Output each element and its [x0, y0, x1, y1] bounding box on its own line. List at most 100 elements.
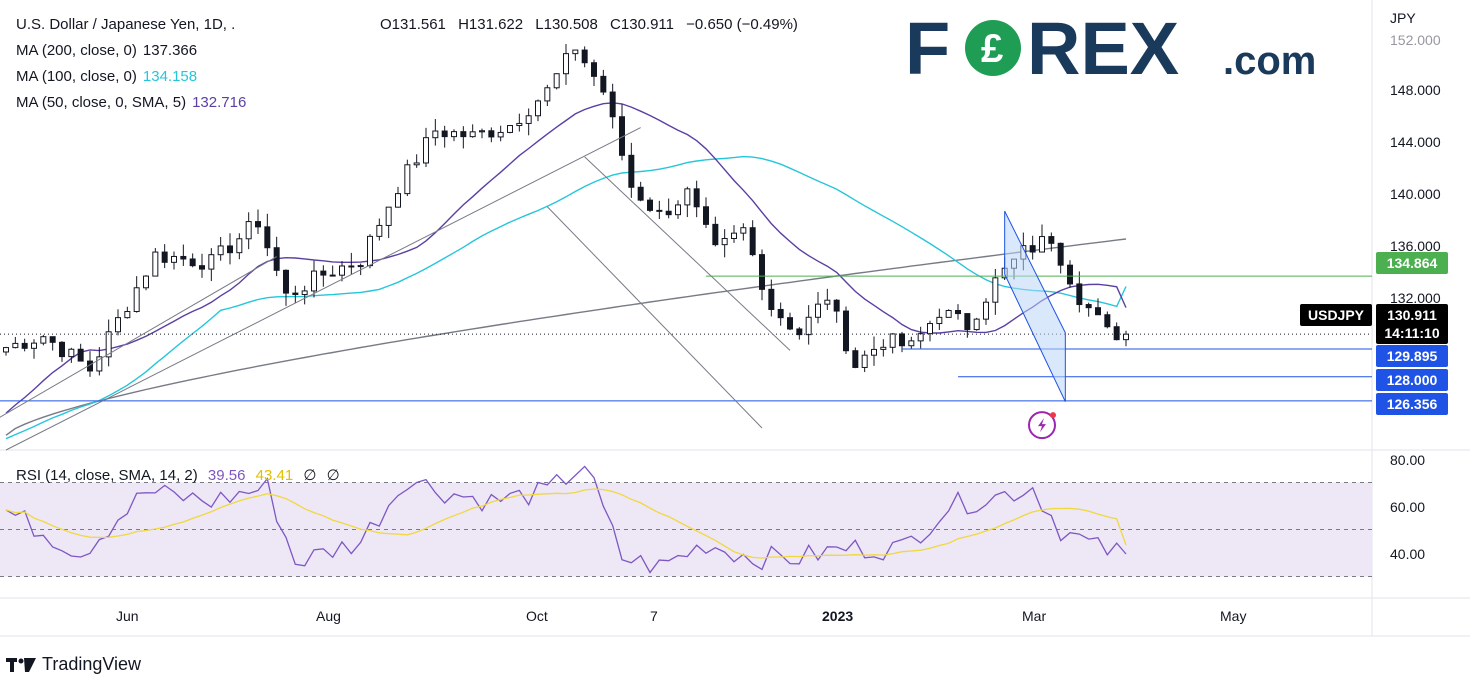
candle-body — [413, 162, 420, 166]
candle-body — [927, 323, 933, 335]
ohlc-close: C130.911 — [610, 16, 674, 33]
rsi-tick-80: 80.00 — [1390, 452, 1426, 468]
ma200-line — [5, 238, 1127, 436]
price-tick-152: 152.000 — [1390, 32, 1441, 48]
ohlc-open: O131.561 — [380, 16, 446, 33]
candle-body — [824, 299, 831, 305]
candle-body — [833, 299, 840, 312]
candle-body — [936, 316, 943, 325]
candle-body — [320, 270, 327, 276]
candle-body — [656, 209, 663, 212]
candle-body — [843, 310, 849, 352]
time-label-aug: Aug — [316, 608, 341, 624]
candle-body — [553, 73, 560, 89]
news-flash-dot — [1050, 412, 1056, 419]
ma100-legend[interactable]: MA (100, close, 0) 134.158 — [16, 68, 197, 85]
candle-body — [731, 232, 737, 239]
ma100-label: MA (100, close, 0) — [16, 68, 137, 85]
candle-body — [787, 317, 793, 330]
candle-body — [983, 301, 989, 320]
level-tag-134864[interactable]: 134.864 — [1376, 252, 1448, 274]
tradingview-label: TradingView — [42, 654, 142, 674]
symbol-title[interactable]: U.S. Dollar / Japanese Yen, 1D, . — [16, 16, 236, 33]
rsi-legend[interactable]: RSI (14, close, SMA, 14, 2) 39.56 43.41 … — [16, 466, 340, 484]
candle-body — [255, 221, 261, 228]
ma50-label: MA (50, close, 0, SMA, 5) — [16, 94, 187, 111]
channel-upper — [584, 156, 791, 351]
candle-body — [59, 341, 65, 358]
rsi-band — [0, 482, 1372, 577]
candle-body — [208, 254, 215, 270]
candle-body — [777, 308, 784, 319]
candle-body — [693, 188, 700, 208]
price-tick-144: 144.000 — [1390, 134, 1441, 150]
candle-body — [740, 227, 747, 234]
rsi-sma-value: 43.41 — [255, 467, 294, 484]
candle-body — [1076, 283, 1083, 306]
candle-body — [955, 310, 961, 315]
candle-body — [357, 265, 364, 268]
candle-body — [1029, 245, 1036, 253]
candle-body — [1113, 326, 1120, 341]
level-tag-128000[interactable]: 128.000 — [1376, 369, 1448, 391]
candle-body — [199, 265, 205, 270]
level-tag-129895[interactable]: 129.895 — [1376, 345, 1448, 367]
candle-body — [525, 115, 532, 124]
candle-body — [479, 130, 485, 133]
candle-body — [105, 331, 112, 358]
candle-body — [712, 223, 719, 246]
ma200-legend[interactable]: MA (200, close, 0) 137.366 — [16, 42, 197, 59]
ma50-value: 132.716 — [192, 94, 247, 111]
candle-body — [852, 350, 859, 368]
price-tick-148: 148.000 — [1390, 82, 1441, 98]
candle-body — [423, 137, 429, 164]
time-label-jun: Jun — [116, 608, 139, 624]
symbol-tag: USDJPY — [1300, 304, 1373, 326]
candle-body — [469, 131, 476, 138]
candle-body — [311, 270, 317, 292]
tradingview-brand[interactable]: TradingView — [6, 654, 141, 675]
rsi-extra-1: ∅ — [303, 467, 317, 484]
candle-body — [143, 275, 149, 289]
rsi-value: 39.56 — [207, 467, 246, 484]
price-tick-136: 136.000 — [1390, 238, 1441, 254]
time-label-may: May — [1220, 608, 1247, 624]
candle-body — [283, 269, 289, 294]
ma50-legend[interactable]: MA (50, close, 0, SMA, 5) 132.716 — [16, 94, 246, 111]
trendline-1 — [0, 256, 277, 418]
candle-body — [1048, 236, 1055, 244]
candle-body — [301, 290, 308, 295]
rsi-label: RSI (14, close, SMA, 14, 2) — [16, 467, 198, 484]
bar-countdown-tag: 14:11:10 — [1376, 322, 1448, 344]
candle-body — [1095, 307, 1101, 316]
rsi-tick-40: 40.00 — [1390, 546, 1426, 562]
candle-body — [376, 224, 383, 237]
level-tag-126356[interactable]: 126.356 — [1376, 393, 1448, 415]
candle-body — [637, 186, 644, 201]
candle-body — [1067, 264, 1073, 285]
candle-body — [264, 226, 271, 249]
svg-text:.com: .com — [1223, 39, 1316, 83]
candle-body — [367, 235, 373, 267]
ma200-value: 137.366 — [142, 42, 198, 59]
candle-body — [217, 245, 224, 256]
candle-body — [3, 347, 9, 353]
candle-body — [339, 265, 345, 276]
last-price-tag[interactable]: 130.911 — [1376, 304, 1448, 326]
ohlc-high: H131.622 — [458, 16, 524, 33]
trendline-2 — [5, 127, 641, 451]
candle-body — [1123, 333, 1129, 341]
time-label-mar: Mar — [1022, 608, 1047, 624]
svg-text:REX: REX — [1027, 8, 1179, 84]
candle-body — [721, 237, 728, 246]
candle-body — [563, 53, 569, 75]
rsi-extra-2: ∅ — [326, 467, 340, 484]
channel-lower — [546, 206, 763, 429]
candle-body — [189, 258, 196, 267]
candle-body — [768, 288, 775, 310]
time-label-oct: Oct — [526, 608, 548, 624]
time-label-2023: 2023 — [822, 608, 854, 624]
candle-body — [49, 336, 56, 343]
candle-body — [572, 49, 579, 55]
